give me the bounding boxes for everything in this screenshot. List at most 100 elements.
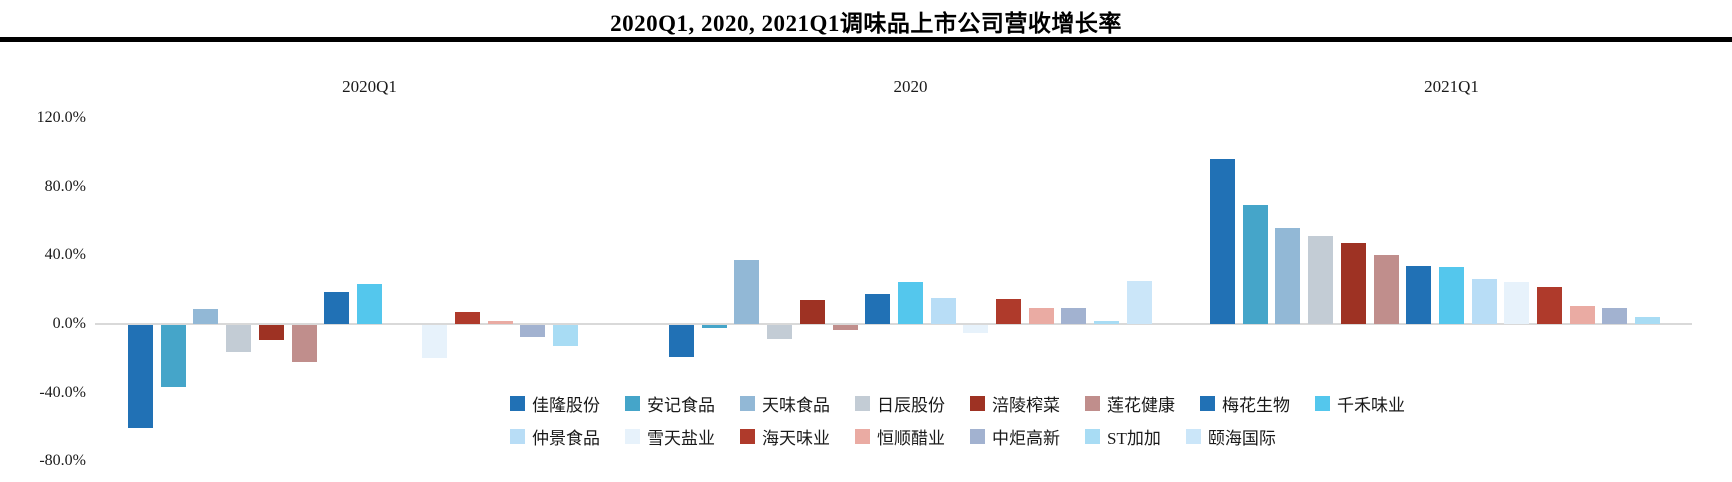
bar [553,325,579,346]
legend-label: 仲景食品 [532,429,600,448]
legend-label: 涪陵榨菜 [992,396,1060,415]
legend-item: 颐海国际 [1185,424,1276,449]
bar [1275,227,1301,324]
bar [1537,287,1562,324]
legend-label: 海天味业 [762,429,830,448]
legend-label: 中炬高新 [992,429,1060,448]
legend-label: 天味食品 [762,396,830,415]
legend-item: 恒顺醋业 [855,424,945,449]
chart-title: 2020Q1, 2020, 2021Q1调味品上市公司营收增长率 [610,11,1122,36]
legend-swatch [625,396,640,411]
legend-label: 颐海国际 [1207,429,1276,448]
bar [1094,320,1120,324]
legend-swatch [1085,429,1100,444]
bar [1340,243,1366,324]
bar [1569,305,1595,324]
legend-item: 仲景食品 [510,424,600,449]
legend-label: 日辰股份 [877,396,945,415]
y-axis-tick-label: -40.0% [39,383,86,401]
bar [767,325,793,339]
group-label: 2020Q1 [342,77,397,96]
bar [930,298,956,324]
legend-item: 涪陵榨菜 [970,391,1060,416]
legend-swatch [510,429,525,444]
legend-swatch [1185,429,1201,444]
group-label: 2020 [893,77,928,96]
bar [1602,307,1628,324]
legend-swatch [855,429,870,444]
legend-swatch [855,396,870,411]
y-axis-tick-label: -80.0% [39,452,86,470]
bar [160,325,186,387]
legend-item: 天味食品 [740,391,830,416]
legend-label: 雪天盐业 [647,429,715,448]
bar [1028,307,1054,324]
legend-label: 千禾味业 [1337,396,1405,415]
legend-label: 恒顺醋业 [877,429,945,448]
bar [799,299,825,324]
legend-label: 梅花生物 [1222,396,1290,415]
bar [832,325,858,331]
legend-item: 中炬高新 [970,424,1060,449]
bar [1438,267,1464,324]
bar [897,281,923,324]
bar [291,325,317,362]
bar [455,311,480,324]
legend-item: 佳隆股份 [510,391,600,416]
bar [734,260,760,324]
bar [422,325,448,358]
legend-swatch [1085,396,1100,411]
bar [1242,205,1268,324]
bar [996,299,1021,324]
legend-item: 海天味业 [740,424,830,449]
legend-swatch [1200,396,1215,411]
bar [1471,279,1497,324]
legend-label: 佳隆股份 [532,396,600,415]
legend-swatch [1315,396,1330,411]
bar [258,325,284,341]
bar [356,283,382,324]
legend-item: 日辰股份 [855,391,945,416]
legend-item: 莲花健康 [1085,391,1175,416]
bar [701,325,727,329]
x-axis-baseline [95,322,1692,325]
bar [487,320,513,324]
legend-item: 梅花生物 [1200,391,1290,416]
group-label: 2021Q1 [1424,77,1479,96]
legend-swatch [740,396,755,411]
legend-swatch [970,429,985,444]
legend-item: 安记食品 [625,391,715,416]
legend-swatch [625,429,640,444]
legend-swatch [970,396,985,411]
y-axis-tick-label: 80.0% [44,177,86,195]
title-divider [0,37,1732,42]
bar [1373,255,1399,324]
legend-item: 雪天盐业 [625,424,715,449]
legend-row: 佳隆股份 安记食品 天味食品 日辰股份 涪陵榨菜 莲花健康 梅花生物 千禾味业 [510,391,1430,416]
bar [226,325,252,352]
legend-item: 千禾味业 [1315,391,1405,416]
legend-label: 安记食品 [647,396,715,415]
y-axis-tick-label: 120.0% [36,108,86,126]
bar [193,308,219,324]
legend-item: ST加加 [1085,424,1161,449]
y-axis-tick-label: 40.0% [44,246,86,264]
legend-swatch [740,429,755,444]
legend-label: 莲花健康 [1107,396,1175,415]
bar [1126,281,1152,324]
bar [1210,159,1235,324]
bar [1504,281,1530,324]
legend-row: 仲景食品 雪天盐业 海天味业 恒顺醋业 中炬高新 ST加加 颐海国际 [510,424,1430,449]
bar [1308,235,1334,324]
legend-label: ST加加 [1107,429,1161,448]
y-axis-tick-label: 0.0% [52,315,86,332]
chart-legend: 佳隆股份 安记食品 天味食品 日辰股份 涪陵榨菜 莲花健康 梅花生物 千禾味业仲景食品 雪天盐业… [510,391,1430,457]
bar [324,292,350,324]
bar [520,325,546,338]
bar [865,293,891,324]
bar [128,325,153,429]
legend-swatch [510,396,525,411]
bar [1635,317,1661,324]
